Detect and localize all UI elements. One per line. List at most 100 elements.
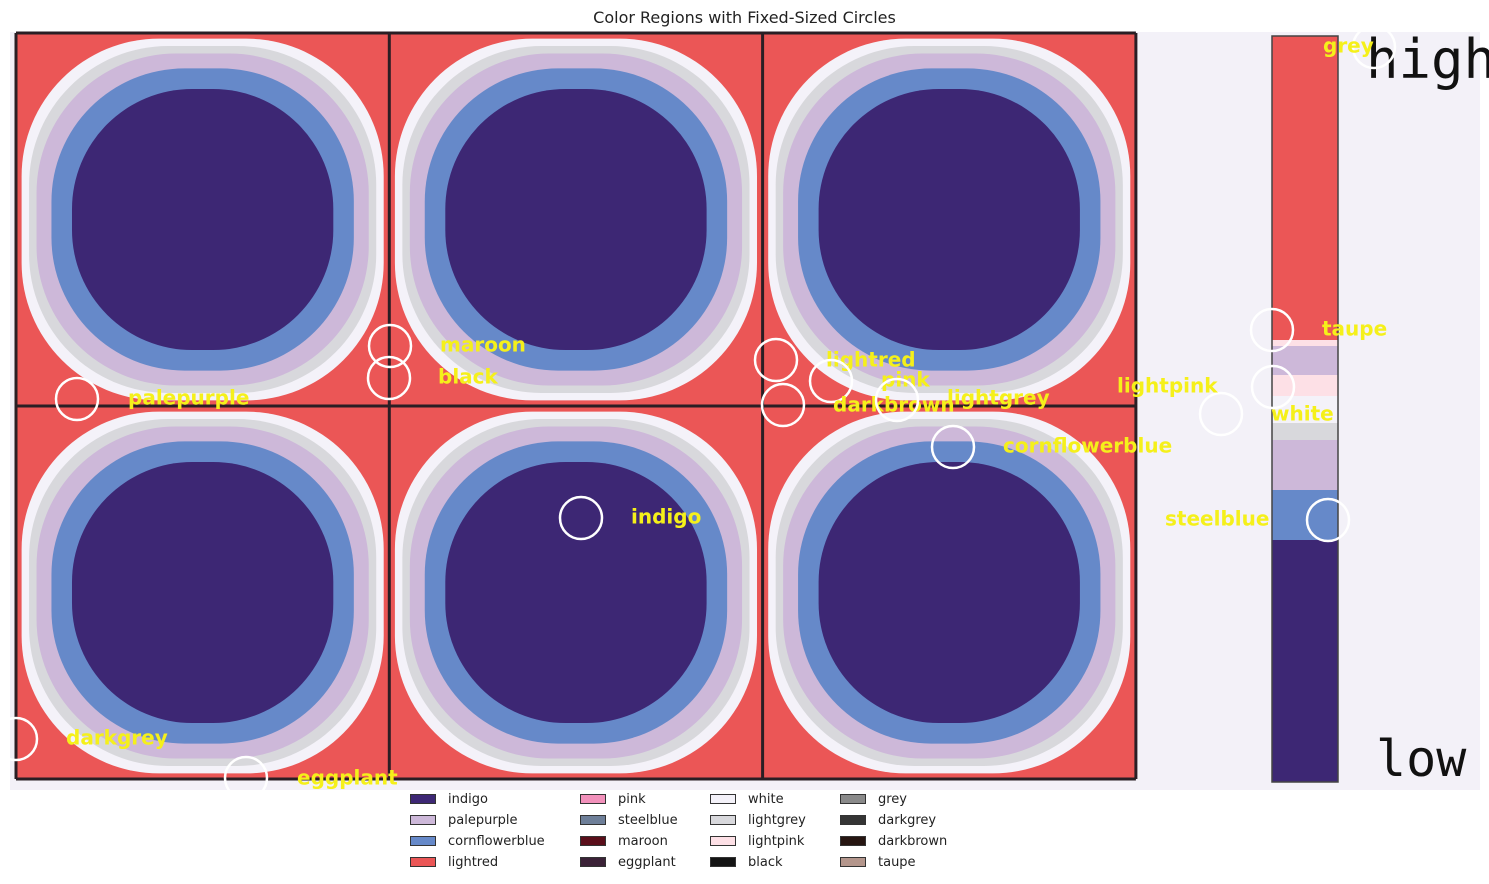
legend-label-pink: pink <box>618 791 646 807</box>
legend-swatch-palepurple <box>410 815 436 825</box>
annotation-label-palepurple: palepurple <box>128 386 249 410</box>
legend-entry-maroon: maroon <box>580 831 668 851</box>
legend-entry-taupe: taupe <box>840 852 916 872</box>
tile <box>762 406 1136 779</box>
tile-grid <box>16 33 1136 779</box>
tile-ring <box>818 461 1080 724</box>
annotation-circle-grey <box>1351 24 1397 70</box>
annotation-label-grey: grey <box>1323 34 1374 58</box>
legend-label-grey: grey <box>878 791 908 807</box>
tile-ring <box>818 88 1080 351</box>
tile-ring <box>445 461 707 724</box>
legend-entry-eggplant: eggplant <box>580 852 676 872</box>
tile <box>389 406 763 779</box>
tile <box>389 33 763 406</box>
colorbar-band <box>1272 346 1338 375</box>
annotation-circle-pink <box>808 358 854 404</box>
colorbar-band <box>1272 396 1338 423</box>
tile <box>16 33 390 406</box>
annotation-circle-eggplant <box>223 755 269 801</box>
annotation-circle-darkgrey <box>0 716 39 762</box>
annotation-circle-palepurple <box>54 376 100 422</box>
legend-entry-grey: grey <box>840 789 907 809</box>
legend-swatch-darkbrown <box>840 836 866 846</box>
annotation-label-indigo: indigo <box>631 505 701 529</box>
colorbar-band <box>1272 36 1338 340</box>
legend-swatch-white <box>710 794 736 804</box>
annotation-circle-cornflowerblue <box>930 424 976 470</box>
legend-label-palepurple: palepurple <box>448 812 518 828</box>
legend-label-steelblue: steelblue <box>618 812 678 828</box>
legend-entry-lightred: lightred <box>410 852 498 872</box>
annotation-label-taupe: taupe <box>1322 317 1387 341</box>
annotation-label-eggplant: eggplant <box>297 766 398 790</box>
legend-label-cornflowerblue: cornflowerblue <box>448 833 545 849</box>
legend-entry-steelblue: steelblue <box>580 810 678 830</box>
annotation-label-maroon: maroon <box>440 333 526 357</box>
annotation-circle-maroon <box>367 323 413 369</box>
legend-swatch-pink <box>580 794 606 804</box>
annotation-circle-white <box>1250 364 1296 410</box>
colorbar-band <box>1272 540 1338 782</box>
annotation-circle-indigo <box>558 495 604 541</box>
tile-ring <box>71 461 334 724</box>
annotation-circle-lightred <box>753 337 799 383</box>
legend-swatch-lightgrey <box>710 815 736 825</box>
legend-entry-darkbrown: darkbrown <box>840 831 947 851</box>
legend-entry-black: black <box>710 852 783 872</box>
colorbar <box>1271 35 1339 783</box>
annotation-circle-lightgrey <box>874 377 920 423</box>
legend-entry-lightgrey: lightgrey <box>710 810 806 830</box>
annotation-circle-lightpink <box>1198 391 1244 437</box>
legend-swatch-lightred <box>410 857 436 867</box>
annotation-circle-taupe <box>1249 307 1295 353</box>
legend-label-taupe: taupe <box>878 854 916 870</box>
colorbar-band <box>1272 340 1338 346</box>
legend-swatch-black <box>710 857 736 867</box>
annotation-label-darkbrown: darkbrown <box>833 393 955 417</box>
colorbar-band <box>1272 375 1338 396</box>
annotation-circle-darkbrown <box>760 382 806 428</box>
annotation-layer: maroonblackpalepurplelightredpinkdarkbro… <box>0 24 1397 801</box>
legend-label-white: white <box>748 791 784 807</box>
legend: indigo palepurple cornflowerblue lightred pi… <box>410 789 1130 873</box>
legend-entry-palepurple: palepurple <box>410 810 518 830</box>
legend-swatch-steelblue <box>580 815 606 825</box>
annotation-label-lightgrey: lightgrey <box>947 386 1050 410</box>
tile-ring <box>71 88 334 351</box>
colorbar-band <box>1272 423 1338 440</box>
legend-swatch-lightpink <box>710 836 736 846</box>
legend-label-lightred: lightred <box>448 854 499 870</box>
tile <box>16 406 390 779</box>
colorbar-low-label: low <box>1376 730 1467 788</box>
legend-entry-pink: pink <box>580 789 646 809</box>
legend-swatch-taupe <box>840 857 866 867</box>
legend-entry-darkgrey: darkgrey <box>840 810 936 830</box>
legend-entry-indigo: indigo <box>410 789 488 809</box>
legend-entry-lightpink: lightpink <box>710 831 804 851</box>
annotation-label-steelblue: steelblue <box>1165 507 1269 531</box>
colorbar-band <box>1272 490 1338 540</box>
annotation-label-white: white <box>1271 402 1334 426</box>
annotation-label-black: black <box>438 365 499 389</box>
legend-label-indigo: indigo <box>448 791 488 807</box>
annotation-circle-steelblue <box>1305 497 1351 543</box>
annotation-label-lightred: lightred <box>826 348 916 372</box>
legend-entry-white: white <box>710 789 784 809</box>
annotation-circle-black <box>366 355 412 401</box>
legend-entry-cornflowerblue: cornflowerblue <box>410 831 545 851</box>
legend-swatch-grey <box>840 794 866 804</box>
annotation-label-cornflowerblue: cornflowerblue <box>1003 434 1172 458</box>
legend-label-darkgrey: darkgrey <box>878 812 937 828</box>
legend-swatch-indigo <box>410 794 436 804</box>
legend-swatch-cornflowerblue <box>410 836 436 846</box>
legend-label-lightgrey: lightgrey <box>748 812 806 828</box>
legend-swatch-maroon <box>580 836 606 846</box>
colorbar-high-label: high <box>1366 28 1489 91</box>
legend-label-black: black <box>748 854 783 870</box>
legend-label-eggplant: eggplant <box>618 854 676 870</box>
tile-ring <box>445 88 707 351</box>
annotation-label-lightpink: lightpink <box>1117 374 1218 398</box>
chart-title: Color Regions with Fixed-Sized Circles <box>593 8 896 27</box>
